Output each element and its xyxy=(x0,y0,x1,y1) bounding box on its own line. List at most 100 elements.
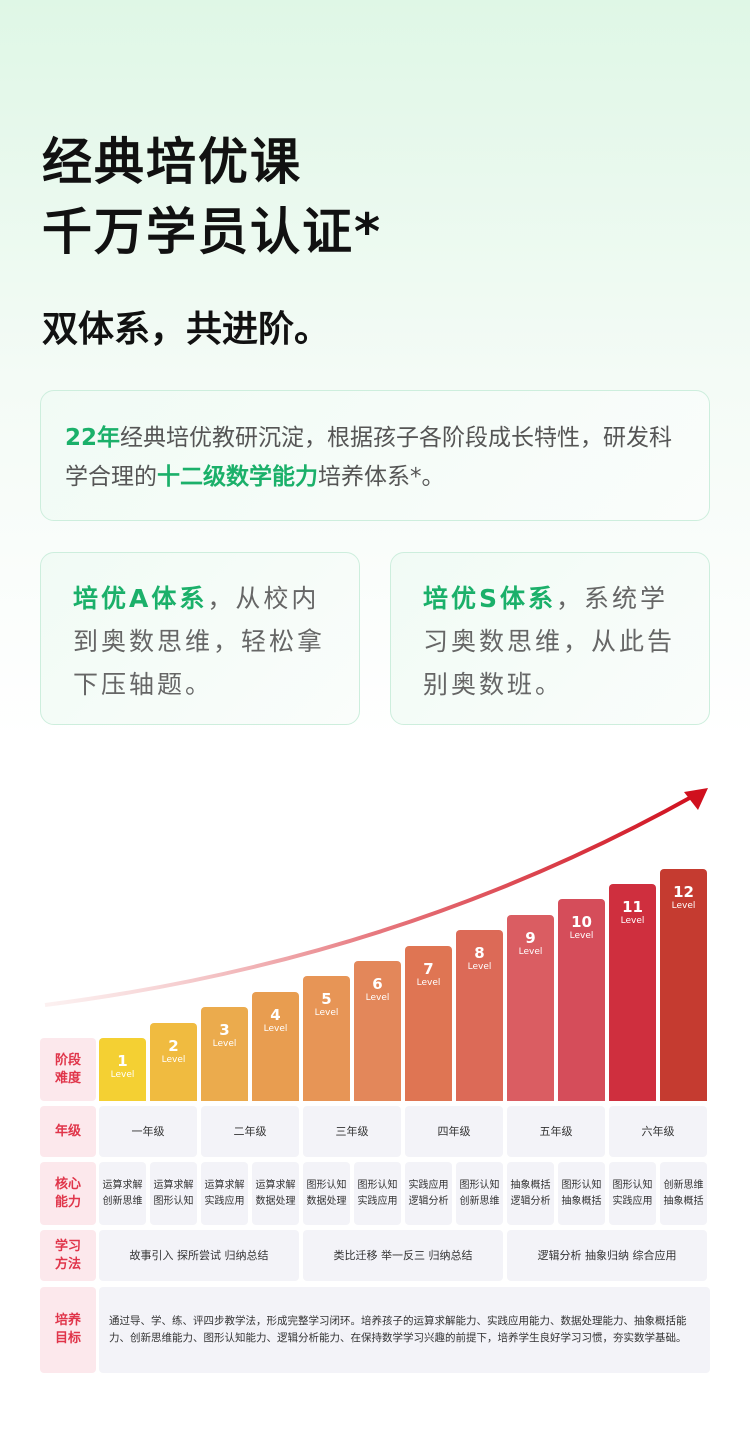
ability-cell: 实践应用 逻辑分析 xyxy=(405,1162,452,1225)
ability-cell: 抽象概括 逻辑分析 xyxy=(507,1162,554,1225)
ability-cell: 运算求解 实践应用 xyxy=(201,1162,248,1225)
text: Level xyxy=(518,946,543,957)
level-bar: 5 Level xyxy=(303,976,350,1101)
text: Level xyxy=(314,1008,339,1019)
text: 运算求解 xyxy=(153,1179,194,1191)
goal-cell: 通过导、学、练、评四步教学法，形成完整学习闭环。培养孩子的运算求解能力、实践应用… xyxy=(99,1287,710,1373)
text: ，从校内到奥数思维，轻松拿下压轴题。 xyxy=(73,584,326,699)
ability-cell: 图形认知 抽象概括 xyxy=(558,1162,605,1225)
text: 3 xyxy=(219,1021,230,1040)
arrow-line xyxy=(44,793,696,1007)
grade-cell: 四年级 xyxy=(405,1106,503,1157)
level-bar: 7 Level xyxy=(405,945,452,1101)
text: 实践应用 xyxy=(612,1195,653,1207)
text: Level xyxy=(263,1023,288,1034)
text: 年级 xyxy=(54,1123,81,1139)
text: 能力 xyxy=(54,1194,81,1210)
level-bar: 12 Level xyxy=(660,868,707,1101)
text: 实践应用 xyxy=(204,1195,245,1207)
grade-cell: 一年级 xyxy=(99,1106,197,1157)
text: 12 xyxy=(673,882,694,901)
level-bar: 6 Level xyxy=(354,961,401,1101)
text: 通过导、学、练、评四步教学法，形成完整学习闭环。培养孩子的运算求解能力、实践应用… xyxy=(109,1315,687,1344)
text: 数据处理 xyxy=(306,1195,347,1207)
title: 千万学员认证* xyxy=(42,203,383,261)
text: 培养 xyxy=(54,1313,81,1328)
ability-cell: 运算求解 数据处理 xyxy=(252,1162,299,1225)
text: 逻辑分析 xyxy=(408,1195,449,1207)
text: Level xyxy=(467,962,492,973)
text: Level xyxy=(620,916,645,926)
text: Level xyxy=(110,1070,135,1080)
text: 图形认知 xyxy=(561,1179,602,1191)
text: 9 xyxy=(525,928,536,947)
text: 培养体系*。 xyxy=(318,464,445,490)
text: 数据处理 xyxy=(255,1195,296,1207)
text: 阶段 xyxy=(54,1052,81,1068)
text: 经典培优教研沉淀，根据孩子各阶段成长特性，研发科学合理的 xyxy=(65,425,673,490)
text: 7 xyxy=(423,959,434,978)
level-bar: 1 Level xyxy=(99,1038,146,1101)
text: 类比迁移 举一反三 归纳总结 xyxy=(333,1248,473,1262)
row-label: 阶段 难度 xyxy=(40,1038,96,1101)
row-label: 学习 方法 xyxy=(40,1230,96,1281)
text: 运算求解 xyxy=(255,1179,296,1191)
text: Level xyxy=(161,1054,186,1065)
grade-cell: 三年级 xyxy=(303,1106,401,1157)
text: 五年级 xyxy=(539,1124,573,1138)
highlight: 十二级数学能力 xyxy=(157,464,318,490)
text: 图形认知 xyxy=(612,1179,653,1191)
text: 5 xyxy=(321,990,332,1009)
text: Level xyxy=(416,977,441,988)
intro-box: 22年经典培优教研沉淀，根据孩子各阶段成长特性，研发科学合理的十二级数学能力培养… xyxy=(40,390,710,521)
method-cell: 逻辑分析 抽象归纳 综合应用 xyxy=(507,1230,707,1281)
text: 抽象概括 xyxy=(510,1179,551,1191)
text: 运算求解 xyxy=(204,1179,245,1191)
card: 培优A体系，从校内到奥数思维，轻松拿下压轴题。 xyxy=(40,552,360,725)
text: 1 xyxy=(117,1052,128,1070)
grade-cell: 二年级 xyxy=(201,1106,299,1157)
text: 6 xyxy=(372,975,383,993)
text: 逻辑分析 xyxy=(510,1195,551,1207)
text: 六年级 xyxy=(641,1124,675,1138)
text: 4 xyxy=(270,1005,281,1024)
text: 方法 xyxy=(54,1256,81,1272)
ability-cell: 运算求解 创新思维 xyxy=(99,1162,146,1225)
text: Level xyxy=(365,993,390,1003)
highlight: 培优S体系 xyxy=(423,584,557,613)
text: 创新思维 xyxy=(102,1195,143,1207)
text: 11 xyxy=(622,898,643,916)
text: ，系统学习奥数思维，从此告别奥数班。 xyxy=(423,584,676,699)
text: 三年级 xyxy=(335,1124,369,1138)
row-label: 培养 目标 xyxy=(40,1287,96,1373)
text: 8 xyxy=(474,944,485,963)
level-bar: 9 Level xyxy=(507,914,554,1101)
text: 图形认知 xyxy=(153,1195,194,1207)
level-bar: 10 Level xyxy=(558,899,605,1101)
text: 核心 xyxy=(54,1176,81,1192)
ability-cell: 图形认知 实践应用 xyxy=(354,1162,401,1225)
ability-cell: 创新思维 抽象概括 xyxy=(660,1162,707,1225)
level-bar: 4 Level xyxy=(252,991,299,1101)
title: 经典培优课 xyxy=(42,133,302,191)
level-bar: 8 Level xyxy=(456,930,503,1101)
text: 难度 xyxy=(54,1070,81,1086)
arrow-head xyxy=(684,788,708,810)
subtitle: 双体系，共进阶。 xyxy=(42,309,331,350)
level-bar: 3 Level xyxy=(201,1007,248,1101)
text: 抽象概括 xyxy=(561,1195,602,1207)
ability-cell: 图形认知 实践应用 xyxy=(609,1162,656,1225)
row-label: 年级 xyxy=(40,1106,96,1157)
growth-arrow xyxy=(44,788,708,1007)
text: 学习 xyxy=(54,1238,81,1254)
text: 目标 xyxy=(54,1331,81,1346)
method-cell: 类比迁移 举一反三 归纳总结 xyxy=(303,1230,503,1281)
text: 实践应用 xyxy=(408,1179,449,1191)
text: Level xyxy=(212,1039,237,1050)
card: 培优S体系，系统学习奥数思维，从此告别奥数班。 xyxy=(390,552,710,725)
level-bar: 11 Level xyxy=(609,884,656,1101)
grade-cell: 六年级 xyxy=(609,1106,707,1157)
ability-cell: 图形认知 创新思维 xyxy=(456,1162,503,1225)
text: 抽象概括 xyxy=(663,1195,704,1207)
